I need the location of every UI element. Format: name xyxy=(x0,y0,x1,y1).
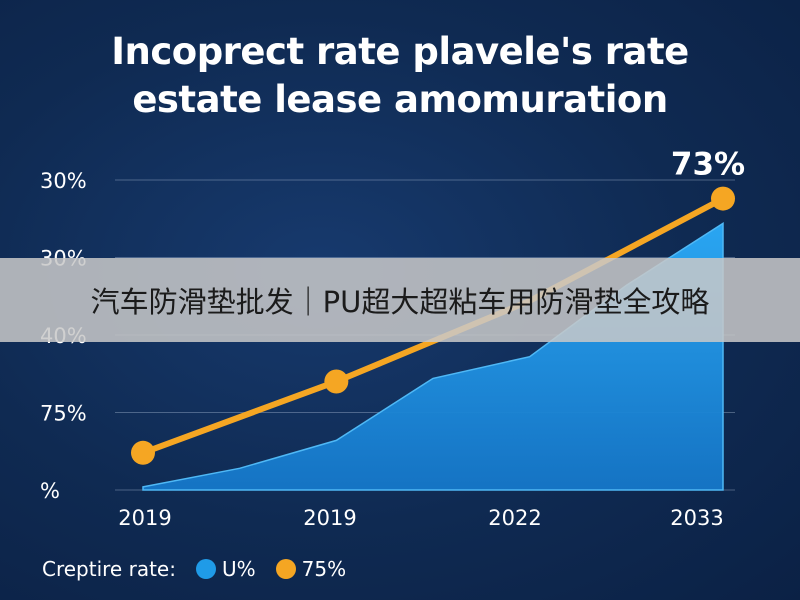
legend-label-75: 75% xyxy=(301,557,347,581)
x-tick-label-2: 2022 xyxy=(488,506,541,530)
line-marker-3 xyxy=(711,186,735,211)
legend-swatch-75 xyxy=(275,559,296,579)
data-label-3: 73% xyxy=(671,147,745,183)
legend-item-u: U% xyxy=(195,557,256,581)
x-tick-label-3: 2033 xyxy=(670,506,723,530)
legend-swatch-u xyxy=(195,559,216,579)
line-marker-0 xyxy=(131,440,155,465)
legend-label-u: U% xyxy=(221,557,256,581)
overlay-banner: 汽车防滑垫批发｜PU超大超粘车用防滑垫全攻略 xyxy=(0,258,800,342)
y-tick-label-4: % xyxy=(40,479,60,503)
legend-item-75: 75% xyxy=(275,557,347,581)
title-line-1: Incoprect rate plavele's rate xyxy=(111,30,689,73)
x-tick-label-0: 2019 xyxy=(118,506,171,530)
y-tick-label-3: 75% xyxy=(40,402,87,426)
chart-legend: Creptire rate: U% 75% xyxy=(42,556,346,582)
banner-text: 汽车防滑垫批发｜PU超大超粘车用防滑垫全攻略 xyxy=(90,285,710,319)
legend-title: Creptire rate: xyxy=(42,557,176,581)
x-axis-tick-labels: 2019 2019 2022 2033 xyxy=(118,506,723,530)
line-marker-1 xyxy=(324,369,349,394)
data-labels: 73% xyxy=(671,147,745,183)
chart-title: Incoprect rate plavele's rate estate lea… xyxy=(0,28,800,124)
y-tick-label-0: 30% xyxy=(40,169,87,193)
x-tick-label-1: 2019 xyxy=(303,506,356,530)
title-line-2: estate lease amomuration xyxy=(132,78,668,121)
